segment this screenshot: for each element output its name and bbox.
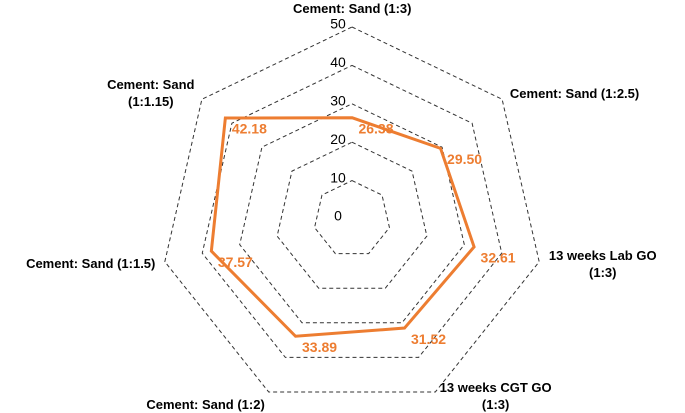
grid-ring: [164, 26, 540, 393]
value-label: 33.89: [302, 339, 337, 355]
category-label: Cement: Sand (1:1.5): [26, 256, 156, 272]
category-label: Cement: Sand (1:2.5): [509, 85, 640, 101]
grid-ring: [201, 64, 503, 358]
value-label: 26.38: [358, 120, 393, 136]
r-tick-label: 0: [334, 208, 342, 224]
category-label: 13 weeks CGT GO (1:3): [439, 380, 552, 412]
category-label: Cement: Sand (1:2): [146, 397, 265, 412]
value-label: 37.57: [218, 254, 253, 270]
r-tick-label: 30: [330, 93, 346, 109]
grid-ring: [314, 180, 390, 255]
r-tick-label: 50: [330, 16, 346, 32]
r-tick-label: 20: [330, 131, 346, 147]
grid-ring: [276, 141, 428, 289]
series-line: [209, 116, 476, 338]
category-label: Cement: Sand (1:1.15): [107, 77, 195, 110]
value-label: 31.52: [411, 331, 446, 347]
value-label: 32.61: [481, 250, 516, 266]
r-tick-label: 10: [330, 169, 346, 185]
category-label: 13 weeks Lab GO (1:3): [548, 247, 657, 280]
r-tick-label: 40: [330, 54, 346, 70]
category-label: Cement: Sand (1:3): [293, 1, 412, 16]
grid-ring: [239, 103, 465, 324]
value-label: 42.18: [232, 121, 267, 137]
value-label: 29.50: [447, 151, 482, 167]
